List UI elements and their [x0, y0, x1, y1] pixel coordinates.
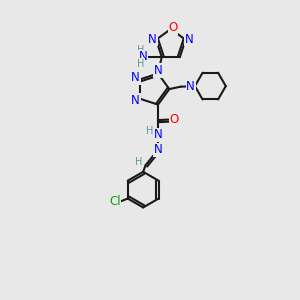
Text: O: O: [168, 21, 178, 34]
Text: H: H: [137, 46, 145, 56]
Text: N: N: [154, 64, 162, 77]
Text: H: H: [137, 58, 145, 68]
Text: H: H: [135, 157, 143, 167]
Text: N: N: [154, 128, 162, 141]
Text: N: N: [185, 33, 194, 46]
Text: N: N: [139, 50, 147, 64]
Text: N: N: [186, 80, 195, 93]
Text: N: N: [148, 33, 157, 46]
Text: O: O: [170, 113, 179, 126]
Text: H: H: [146, 126, 153, 136]
Text: N: N: [131, 71, 140, 85]
Text: N: N: [154, 143, 162, 156]
Text: Cl: Cl: [109, 195, 121, 208]
Text: N: N: [131, 94, 140, 107]
